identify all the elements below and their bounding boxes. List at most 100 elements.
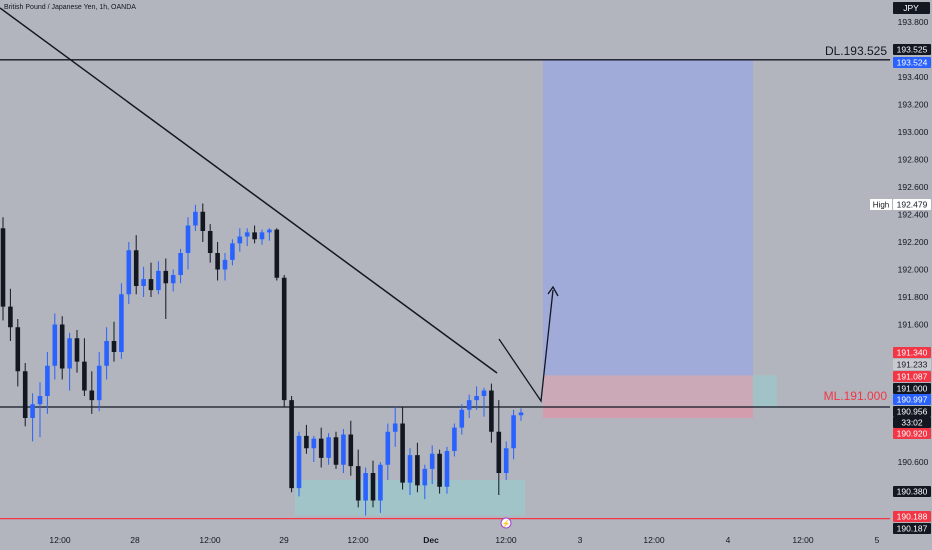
candle-body xyxy=(111,341,117,352)
price-tick: 191.800 xyxy=(898,292,929,302)
candle-body xyxy=(148,279,154,291)
candle-body xyxy=(407,455,413,483)
price-tick: 192.400 xyxy=(898,210,929,220)
candle-body xyxy=(348,434,354,467)
price-badge-label: 190.380 xyxy=(897,487,928,497)
price-badge-label: 190.997 xyxy=(897,395,928,405)
time-label: 12:00 xyxy=(199,535,221,545)
price-badge-label: 191.000 xyxy=(897,384,928,394)
candle-body xyxy=(185,225,191,253)
candle-body xyxy=(45,365,50,396)
candle-body xyxy=(281,277,287,401)
price-badge xyxy=(893,347,931,358)
candle-body xyxy=(200,211,206,231)
candle-body xyxy=(156,270,161,291)
candle-body xyxy=(422,468,428,486)
candle-body xyxy=(52,324,58,366)
candle-body xyxy=(311,438,317,449)
candle-body xyxy=(170,275,176,284)
candle-body xyxy=(452,427,457,451)
candle-body xyxy=(237,236,243,244)
high-label: High xyxy=(873,201,889,210)
chart-title: British Pound / Japanese Yen, 1h, OANDA xyxy=(4,4,136,11)
price-badge-label: 190.956 xyxy=(897,407,928,417)
candle-body xyxy=(30,404,35,418)
price-badge-label: 191.233 xyxy=(897,360,928,370)
candle-body xyxy=(370,473,376,501)
currency-badge xyxy=(893,2,930,14)
currency-label: JPY xyxy=(903,3,919,13)
candle-body xyxy=(474,396,479,401)
candle-body xyxy=(363,473,368,501)
price-badge-label: 33:02 xyxy=(901,418,923,428)
price-badge xyxy=(893,57,931,68)
price-badge-label: 193.525 xyxy=(897,45,928,55)
price-badge-label: 190.920 xyxy=(897,429,928,439)
price-badge xyxy=(893,428,931,439)
candle-body xyxy=(222,259,228,270)
candle-body xyxy=(466,400,472,410)
dl-label: DL.193.525 xyxy=(825,44,887,58)
candle-body xyxy=(0,228,6,307)
candle-body xyxy=(193,211,198,226)
price-badge xyxy=(893,394,931,405)
lightning-glyph: ⚡ xyxy=(502,519,511,528)
candle-body xyxy=(459,409,465,428)
price-badge-label: 193.524 xyxy=(897,58,928,68)
candle-body xyxy=(89,390,95,401)
time-label: 28 xyxy=(130,535,140,545)
candle-body xyxy=(318,438,324,458)
time-label: Dec xyxy=(423,535,439,545)
candle-body xyxy=(178,253,183,275)
candle-body xyxy=(444,451,450,487)
candle-body xyxy=(289,400,294,489)
time-label: 29 xyxy=(279,535,289,545)
lightning-icon xyxy=(500,517,512,529)
candle-body xyxy=(511,415,516,449)
price-badge-label: 190.188 xyxy=(897,512,928,522)
price-badge xyxy=(893,486,931,497)
overlap-zone xyxy=(543,375,753,407)
price-tick: 192.000 xyxy=(898,265,929,275)
arrow-head-icon xyxy=(547,285,559,297)
price-tick: 191.600 xyxy=(898,320,929,330)
candle-body xyxy=(215,253,220,270)
candle-body xyxy=(207,231,213,253)
candle-body xyxy=(385,431,391,465)
price-badge xyxy=(893,523,931,534)
candle-body xyxy=(518,412,524,416)
candle-body xyxy=(503,448,509,473)
candle-body xyxy=(259,232,265,240)
price-tick: 192.800 xyxy=(898,155,929,165)
candle-body xyxy=(489,390,494,432)
candle-body xyxy=(82,361,87,391)
price-tick: 190.600 xyxy=(898,457,929,467)
price-badge xyxy=(893,383,931,394)
candle-body xyxy=(163,270,169,284)
candle-body xyxy=(267,229,272,233)
candle-body xyxy=(437,453,442,487)
candle-body xyxy=(333,437,339,465)
candle-body xyxy=(429,453,435,469)
time-label: 3 xyxy=(578,535,583,545)
price-scale xyxy=(892,0,932,550)
candle-body xyxy=(274,229,280,278)
candle-body xyxy=(496,431,502,473)
time-label: 5 xyxy=(875,535,880,545)
candle-body xyxy=(341,434,346,465)
price-tick: 192.600 xyxy=(898,182,929,192)
trend-line xyxy=(0,7,498,374)
time-label: 12:00 xyxy=(347,535,369,545)
price-badge-label: 190.187 xyxy=(897,524,928,534)
candle-body xyxy=(230,243,235,260)
candle-body xyxy=(96,365,102,401)
candle-body xyxy=(119,294,124,352)
time-label: 4 xyxy=(726,535,731,545)
candle-body xyxy=(22,371,28,418)
ml-label: ML.191.000 xyxy=(824,389,888,403)
price-badge xyxy=(893,406,931,417)
candle-body xyxy=(355,466,361,501)
candle-body xyxy=(104,341,109,366)
